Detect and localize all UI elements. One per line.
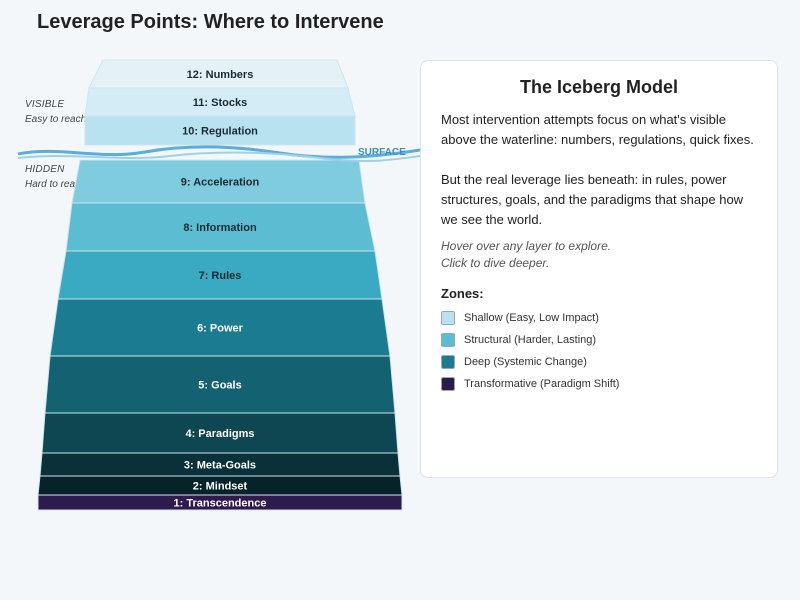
iceberg-layer-label: 8: Information	[183, 222, 257, 234]
iceberg-layer[interactable]: 11: Stocks	[84, 87, 356, 117]
panel-title: The Iceberg Model	[519, 77, 679, 97]
legend-label: Transformative (Paradigm Shift)	[464, 378, 620, 390]
iceberg-layer-label: 1: Transcendence	[174, 498, 267, 510]
legend-label: Deep (Systemic Change)	[464, 356, 587, 368]
hidden-zone-subtitle: Hard to reach	[25, 179, 86, 190]
iceberg-layer[interactable]: 10: Regulation	[84, 115, 356, 146]
iceberg-layer[interactable]: 3: Meta-Goals	[39, 452, 401, 477]
panel-paragraph-hidden: But the real leverage lies beneath: in r…	[441, 172, 744, 227]
iceberg-layer[interactable]: 7: Rules	[57, 250, 383, 300]
legend-item: Shallow (Easy, Low Impact)	[441, 307, 757, 329]
legend-label: Shallow (Easy, Low Impact)	[464, 312, 599, 324]
iceberg-layer[interactable]: 5: Goals	[44, 355, 396, 414]
iceberg-layer-label: 6: Power	[197, 323, 244, 335]
visible-zone-subtitle: Easy to reach	[25, 114, 87, 125]
interaction-hint: Hover over any layer to explore. Click t…	[441, 238, 757, 272]
iceberg-layer-label: 3: Meta-Goals	[184, 460, 256, 472]
iceberg-layer[interactable]: 1: Transcendence	[37, 494, 403, 511]
legend-item: Transformative (Paradigm Shift)	[441, 373, 757, 395]
hidden-zone-title: HIDDEN	[25, 164, 65, 175]
water-wave	[17, 145, 420, 159]
page-title: Leverage Points: Where to Intervene	[37, 11, 384, 33]
legend-swatch	[441, 355, 455, 369]
info-panel: The Iceberg Model Most intervention atte…	[420, 60, 778, 478]
iceberg-layer-label: 12: Numbers	[187, 69, 254, 81]
iceberg-layer-shape[interactable]	[37, 494, 403, 511]
visible-zone-title: VISIBLE	[25, 99, 65, 110]
legend-item: Structural (Harder, Lasting)	[441, 329, 757, 351]
iceberg-layer-shape[interactable]	[84, 115, 356, 146]
legend-label: Structural (Harder, Lasting)	[464, 334, 597, 346]
panel-paragraph-visible: Most intervention attempts focus on what…	[441, 112, 754, 147]
zones-heading: Zones:	[441, 286, 484, 301]
iceberg-layers: 12: Numbers 11: Stocks 10: Regulation 9: Ac…	[37, 59, 403, 511]
iceberg-layer-label: 4: Paradigms	[185, 428, 254, 440]
legend-item: Deep (Systemic Change)	[441, 351, 757, 373]
legend-swatch	[441, 377, 455, 391]
iceberg-layer-label: 10: Regulation	[182, 126, 258, 138]
surface-label: SURFACE	[358, 147, 406, 158]
iceberg-layer-label: 2: Mindset	[193, 481, 248, 493]
iceberg-layer[interactable]: 9: Acceleration	[71, 159, 366, 204]
iceberg-layer[interactable]: 4: Paradigms	[41, 412, 399, 454]
iceberg-layer-label: 11: Stocks	[193, 97, 247, 109]
visible-zone-label: VISIBLE Easy to reach	[25, 97, 86, 127]
legend-swatch	[441, 311, 455, 325]
hidden-zone-label: HIDDEN Hard to reach	[25, 162, 86, 192]
iceberg-layer-label: 5: Goals	[198, 380, 241, 392]
iceberg-layer[interactable]: 2: Mindset	[37, 475, 403, 496]
hover-hint: Hover over any layer to explore.	[441, 239, 612, 253]
iceberg-diagram: 12: Numbers 11: Stocks 10: Regulation 9: Ac…	[17, 59, 420, 511]
iceberg-layer-label: 7: Rules	[199, 270, 242, 282]
iceberg-layer[interactable]: 6: Power	[49, 298, 391, 357]
legend-swatch	[441, 333, 455, 347]
water-wave	[17, 151, 420, 163]
waterline: SURFACE	[17, 145, 420, 163]
iceberg-layer[interactable]: 8: Information	[65, 202, 376, 252]
iceberg-layer-label: 9: Acceleration	[181, 177, 260, 189]
iceberg-layer[interactable]: 12: Numbers	[88, 59, 349, 89]
zones-legend: Shallow (Easy, Low Impact) Structural (Ha…	[441, 307, 757, 395]
click-hint: Click to dive deeper.	[441, 256, 550, 270]
